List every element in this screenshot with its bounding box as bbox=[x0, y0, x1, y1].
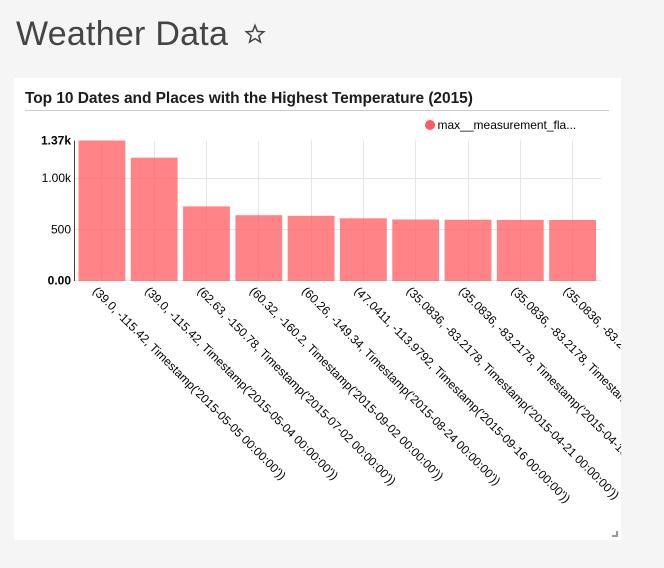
svg-text:1.00k: 1.00k bbox=[42, 171, 72, 185]
svg-text:(60.32, -160.2, Timestamp('201: (60.32, -160.2, Timestamp('2015-09-02 00… bbox=[247, 284, 446, 483]
svg-text:0.00: 0.00 bbox=[48, 274, 72, 288]
svg-text:(62.63, -150.78, Timestamp('20: (62.63, -150.78, Timestamp('2015-07-02 0… bbox=[195, 284, 399, 488]
svg-text:500: 500 bbox=[51, 222, 71, 236]
svg-text:(60.26, -149.34, Timestamp('20: (60.26, -149.34, Timestamp('2015-08-24 0… bbox=[299, 284, 503, 488]
svg-text:(39.0, -115.42, Timestamp('201: (39.0, -115.42, Timestamp('2015-05-04 00… bbox=[142, 284, 341, 483]
svg-text:(39.0, -115.42, Timestamp('201: (39.0, -115.42, Timestamp('2015-05-05 00… bbox=[90, 284, 289, 483]
svg-text:max__measurement_fla...: max__measurement_fla... bbox=[438, 118, 577, 132]
svg-text:1.37k: 1.37k bbox=[41, 134, 71, 148]
